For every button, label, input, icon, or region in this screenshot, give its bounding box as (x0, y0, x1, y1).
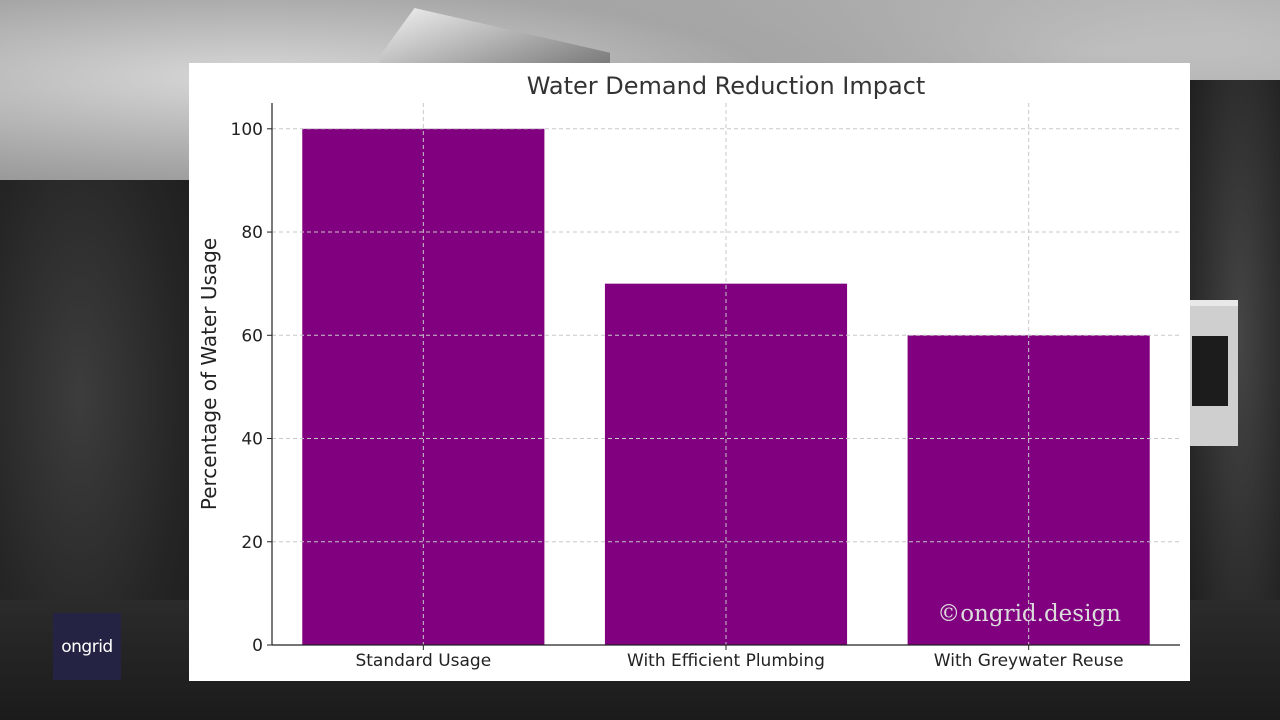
y-axis-label: Percentage of Water Usage (197, 238, 221, 510)
chart-title: Water Demand Reduction Impact (527, 72, 926, 100)
ongrid-logo: ongrid (53, 613, 121, 680)
y-tick-label: 60 (241, 326, 263, 346)
chart-card: 0 20 40 60 80 100 Standard Usage With Efficient… (189, 63, 1190, 681)
y-tick-label: 80 (241, 223, 263, 243)
x-tick-label: Standard Usage (355, 651, 491, 671)
x-tick-label: With Greywater Reuse (934, 651, 1124, 671)
bar-chart: 0 20 40 60 80 100 Standard Usage With Efficient… (197, 72, 1180, 671)
y-tick-label: 20 (241, 533, 263, 553)
y-tick-label: 0 (252, 636, 263, 656)
logo-text: ongrid (61, 636, 113, 657)
y-tick-label: 40 (241, 430, 263, 450)
x-tick-label: With Efficient Plumbing (627, 651, 825, 671)
background-building (1188, 300, 1238, 446)
y-tick-label: 100 (231, 120, 263, 140)
watermark-text: ©ongrid.design (937, 601, 1121, 627)
